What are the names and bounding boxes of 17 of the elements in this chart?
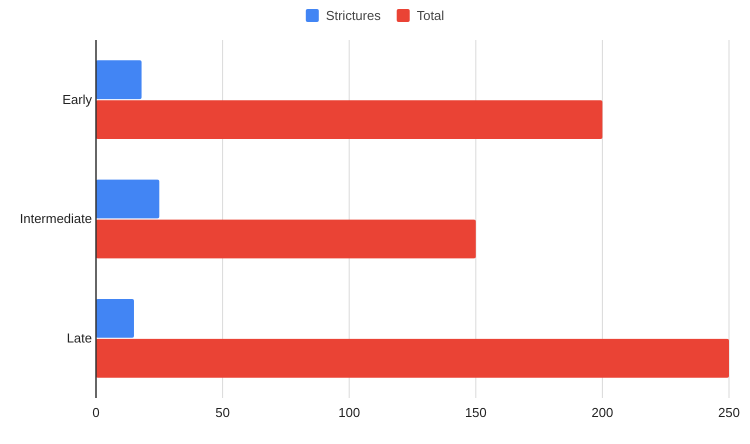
- x-tick-label: 250: [718, 405, 740, 420]
- bar: [96, 298, 134, 338]
- y-tick-label: Late: [66, 330, 92, 346]
- legend-label: Strictures: [326, 8, 382, 23]
- x-tick-label: 100: [338, 405, 360, 420]
- legend-label: Total: [416, 8, 444, 23]
- bar: [96, 220, 476, 258]
- x-tick-label: 150: [464, 405, 487, 420]
- y-tick-label: Early: [62, 92, 92, 107]
- bar: [96, 60, 142, 100]
- y-tick-label: Intermediate: [20, 211, 92, 226]
- x-tick-label: 200: [592, 405, 614, 420]
- x-tick-label: 0: [92, 405, 100, 420]
- bar: [96, 180, 160, 218]
- x-tick-label: 50: [215, 405, 230, 420]
- bar: [96, 338, 729, 378]
- bar: [96, 100, 602, 140]
